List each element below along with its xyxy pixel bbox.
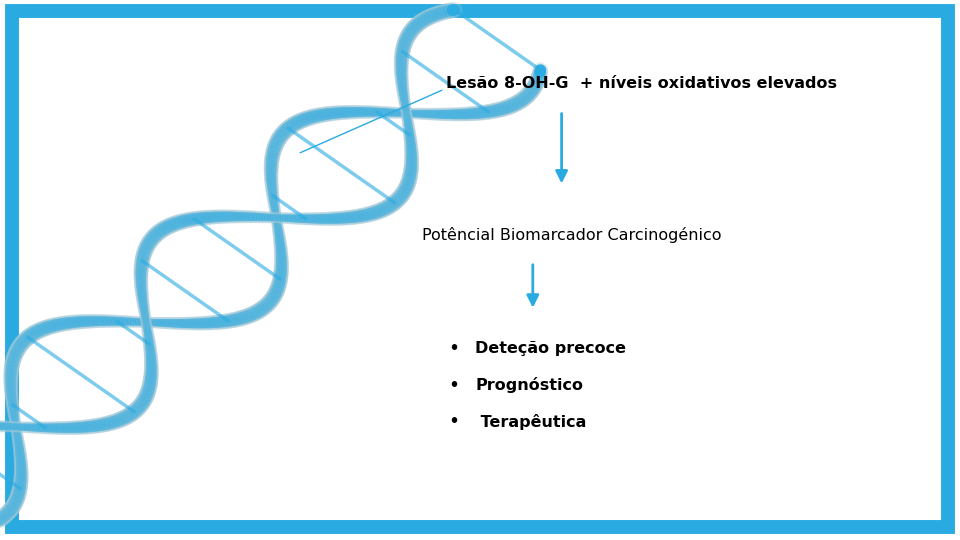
Text: Potêncial Biomarcador Carcinogénico: Potêncial Biomarcador Carcinogénico [422,227,722,243]
Text: Lesão 8-OH-G  + níveis oxidativos elevados: Lesão 8-OH-G + níveis oxidativos elevado… [446,76,837,91]
Text: •: • [448,412,460,431]
Text: Terapêutica: Terapêutica [475,414,587,430]
Text: •: • [448,375,460,395]
Text: Deteção precoce: Deteção precoce [475,341,626,356]
Text: •: • [448,339,460,358]
Text: Prognóstico: Prognóstico [475,377,584,393]
